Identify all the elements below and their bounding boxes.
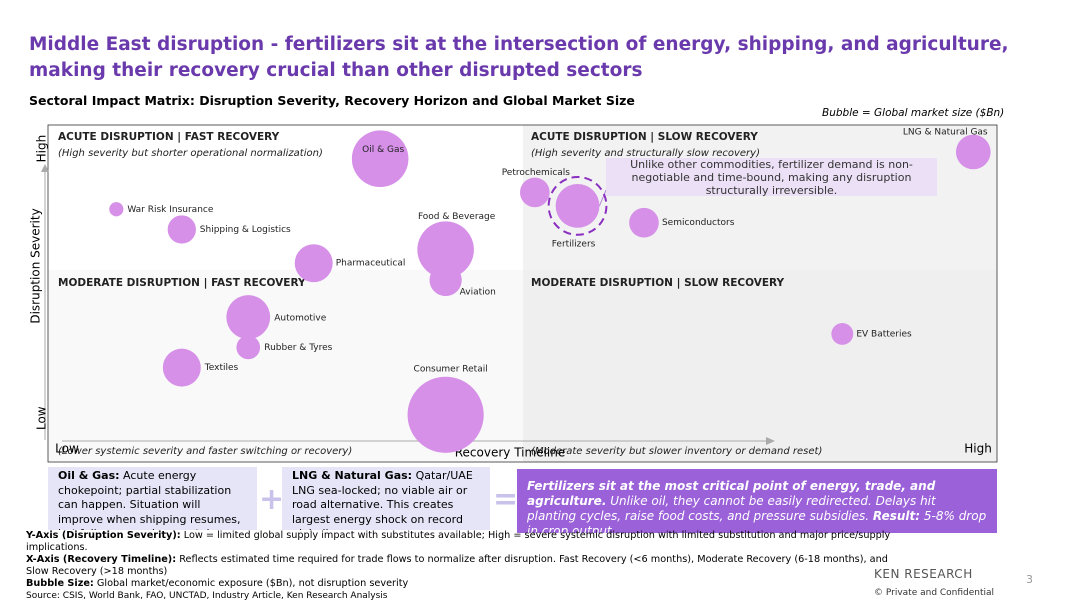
bubble-label: Fertilizers [552,239,596,249]
note: X-Axis (Recovery Timeline): Reflects est… [26,554,906,578]
source: Source: CSIS, World Bank, FAO, UNCTAD, I… [26,591,388,601]
bubble [555,183,600,228]
bubble-label: War Risk Insurance [127,205,214,215]
bubble-label: Pharmaceutical [336,259,406,269]
box-label: LNG & Natural Gas: [292,469,413,482]
chart-title: Sectoral Impact Matrix: Disruption Sever… [29,93,635,108]
result-label: Result: [872,509,921,523]
y-axis-label: Disruption Severity [29,208,43,323]
x-tick-label: High [964,442,992,456]
bubble [294,244,333,283]
equals-icon: = [493,482,519,517]
bubble [407,376,484,453]
bubble [831,322,854,345]
bubble-label: EV Batteries [856,329,912,339]
callout: Unlike other commodities, fertilizer dem… [606,158,937,197]
bubble-label: Textiles [204,363,239,373]
size-legend: Bubble = Global market size ($Bn) [822,107,1005,119]
y-tick-label: Low [35,406,49,430]
bubble-label: Automotive [274,314,327,324]
callout-connector [598,189,607,207]
x-axis-label: Recovery Timeline [455,446,565,460]
bubble [629,207,659,238]
page-number: 3 [1026,573,1033,586]
bubble-label: Oil & Gas [362,145,404,155]
note: Bubble Size: Global market/economic expo… [26,578,906,590]
bubble-label: Aviation [460,288,496,298]
quadrant-title: ACUTE DISRUPTION | FAST RECOVERY [58,131,280,143]
quadrant-subtitle: (High severity and structurally slow rec… [531,148,760,159]
logo: KEN RESEARCH [874,567,973,581]
conclusion-lead: Fertilizers sit at the most critical poi… [527,479,936,508]
x-tick-label: Low [55,442,79,456]
bubble-label: Shipping & Logistics [200,225,291,235]
quadrant-title: MODERATE DISRUPTION | SLOW RECOVERY [531,277,785,289]
quadrant-subtitle: (Moderate severity but slower inventory … [531,446,822,457]
bubble-label: Semiconductors [662,218,735,228]
conclusion-box: Fertilizers sit at the most critical poi… [517,469,997,533]
plot-border [47,124,998,463]
bubble-label: Consumer Retail [414,364,488,374]
quadrant-subtitle: (High severity but shorter operational n… [58,148,323,159]
bubble [955,134,991,170]
bubble [351,130,409,187]
quadrant [523,270,997,462]
bubble [429,263,462,297]
bubble [162,348,201,387]
highlight-ring [547,175,608,236]
box-label: Oil & Gas: [58,469,120,482]
slide-title: Middle East disruption - fertilizers sit… [29,34,1009,81]
info-box: Oil & Gas: Acute energy chokepoint; part… [48,467,257,530]
quadrant-title: ACUTE DISRUPTION | SLOW RECOVERY [531,131,758,143]
y-arrow [41,164,49,172]
x-arrow [766,437,775,445]
note-text: Low = limited global supply impact with … [26,530,891,553]
quadrant [523,125,997,270]
bubble [109,202,124,217]
y-tick-label: High [35,135,49,163]
note-text: Reflects estimated time required for tra… [26,554,888,577]
bubble-label: LNG & Natural Gas [903,127,988,137]
note-text: Global market/economic exposure ($Bn), n… [96,578,409,589]
box-text: Acute energy chokepoint; partial stabili… [58,469,241,530]
bubble [236,335,261,360]
quadrant-title: MODERATE DISRUPTION | FAST RECOVERY [58,277,306,289]
conclusion-text: Unlike oil, they cannot be easily redire… [527,494,936,523]
box-text: Qatar/UAE LNG sea-locked; no viable air … [292,469,473,530]
bubble-label: Food & Beverage [418,212,496,222]
confidential: © Private and Confidential [874,588,995,598]
bubble [417,221,474,278]
bubble [226,295,271,339]
bubble-label: Petrochemicals [502,168,571,178]
bubble [520,177,550,208]
plus-icon: + [259,482,285,517]
note-label: Y-Axis (Disruption Severity): [26,530,181,541]
note-label: X-Axis (Recovery Timeline): [26,554,177,565]
note-label: Bubble Size: [26,578,94,589]
notes: Y-Axis (Disruption Severity): Low = limi… [26,530,906,602]
result-text: 5-8% drop in crop output. [527,509,987,533]
note: Y-Axis (Disruption Severity): Low = limi… [26,530,906,554]
bubble [167,215,196,244]
quadrant-subtitle: (Lower systemic severity and faster swit… [58,446,352,457]
info-box: LNG & Natural Gas: Qatar/UAE LNG sea-loc… [282,467,490,530]
bubble-label: Rubber & Tyres [264,343,332,353]
